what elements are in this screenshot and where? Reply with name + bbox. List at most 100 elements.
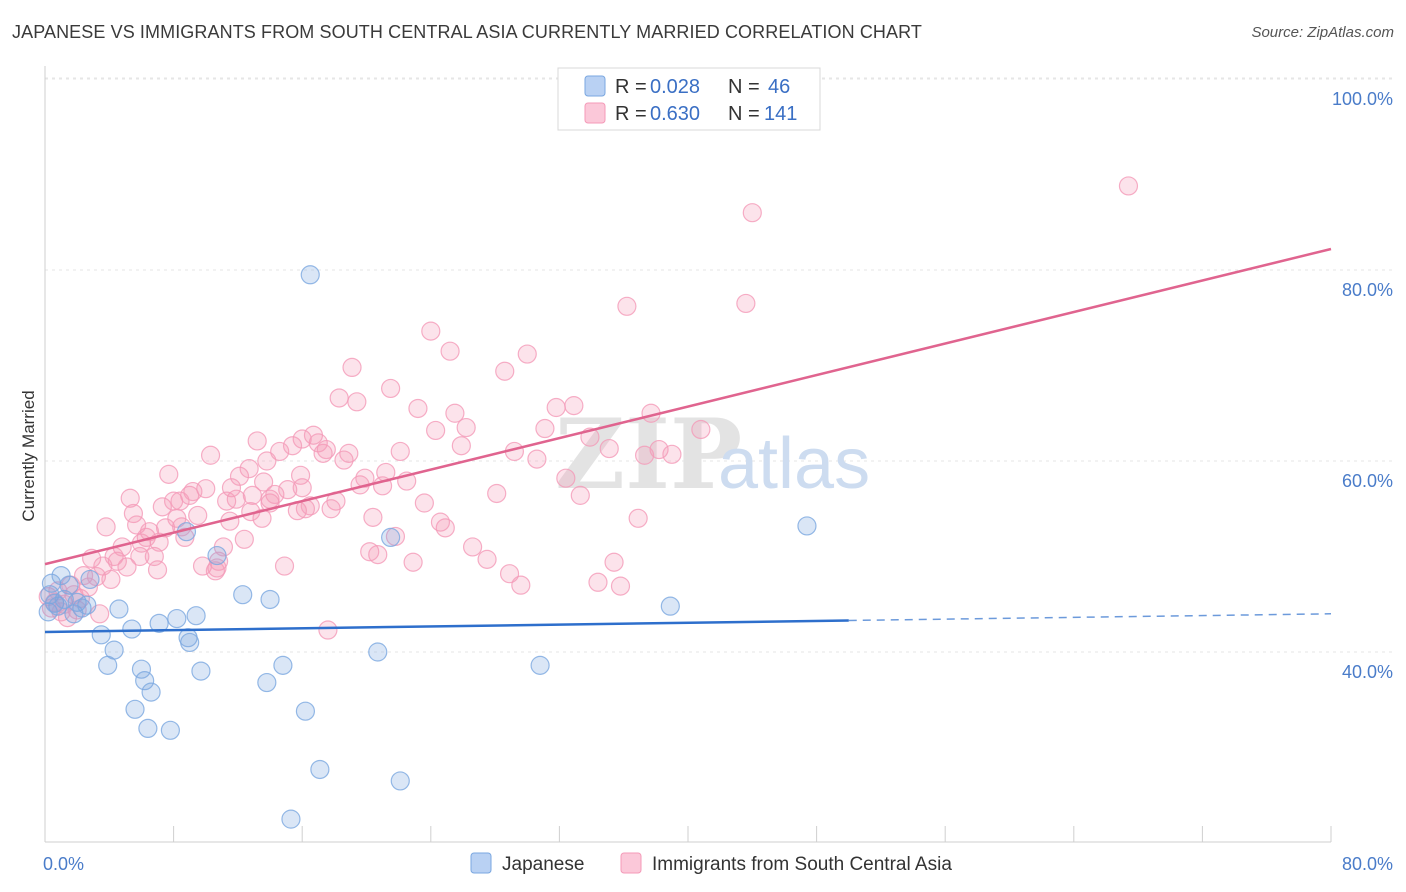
bottom-legend-swatch-japanese [470,852,492,874]
y-tick-label-2: 80.0% [1342,280,1393,300]
point-immigrants-24 [123,503,144,524]
trend-line-japanese [44,619,849,634]
point-immigrants-106 [511,575,531,595]
grid-lines [45,77,1392,653]
point-immigrants-20 [107,551,127,571]
legend-r-label-0: R = [615,76,647,98]
chart-title: JAPANESE VS IMMIGRANTS FROM SOUTH CENTRA… [12,22,922,42]
point-japanese-36 [295,701,316,721]
point-japanese-28 [186,606,206,626]
point-immigrants-82 [368,544,388,565]
point-immigrants-51 [234,529,254,549]
point-immigrants-132 [260,489,280,509]
point-immigrants-129 [318,620,338,640]
point-japanese-23 [149,613,169,633]
point-immigrants-120 [628,508,648,528]
point-japanese-19 [131,659,152,679]
point-immigrants-17 [96,517,116,537]
point-japanese-39 [368,642,388,662]
point-japanese-37 [300,265,320,285]
point-immigrants-111 [556,468,576,488]
point-immigrants-56 [257,451,277,471]
x-tick-labels: 0.0% 80.0% [43,854,1393,874]
point-immigrants-31 [152,497,172,517]
point-immigrants-128 [1118,176,1139,196]
bottom-legend-label-immigrants: Immigrants from South Central Asia [652,854,952,875]
point-immigrants-40 [188,505,208,526]
point-immigrants-33 [159,464,179,484]
point-japanese-33 [260,589,280,610]
y-tick-labels: 40.0% 60.0% 80.0% 100.0% [1332,89,1393,682]
point-immigrants-110 [546,397,566,418]
legend-n-label-0: N = [728,76,760,98]
point-immigrants-98 [451,436,471,456]
point-immigrants-76 [342,357,362,378]
point-immigrants-23 [120,488,140,508]
point-japanese-35 [281,809,301,829]
point-immigrants-121 [634,445,655,465]
y-axis-title: Currently Married [19,390,38,521]
point-immigrants-68 [308,433,328,453]
source-credit: Source: ZipAtlas.com [1251,24,1394,41]
point-immigrants-99 [456,417,476,438]
point-japanese-42 [530,655,550,675]
point-immigrants-101 [477,549,497,569]
point-immigrants-85 [381,378,401,399]
point-immigrants-100 [462,537,483,557]
point-immigrants-113 [570,485,590,505]
legend-swatch-japanese [584,75,606,97]
point-immigrants-109 [535,418,555,439]
point-japanese-18 [125,699,145,719]
point-immigrants-118 [610,576,631,596]
trend-lines [44,247,1332,634]
point-immigrants-112 [564,396,584,416]
point-immigrants-50 [229,466,250,486]
point-immigrants-116 [599,438,619,459]
point-japanese-31 [233,585,253,605]
point-japanese-29 [191,661,211,681]
bottom-legend-swatch-immigrants [620,852,642,874]
point-japanese-15 [104,640,124,660]
point-immigrants-126 [736,293,756,314]
point-immigrants-92 [421,321,441,341]
point-immigrants-90 [408,398,428,419]
point-immigrants-136 [170,491,190,511]
point-immigrants-117 [604,552,624,572]
legend-swatch-immigrants [584,102,606,124]
data-points [38,176,1139,829]
x-tick-label-1: 80.0% [1342,854,1393,874]
point-japanese-12 [80,569,100,590]
point-immigrants-87 [390,441,410,462]
point-immigrants-89 [403,552,423,572]
point-japanese-43 [660,596,680,616]
point-immigrants-139 [147,560,168,580]
legend-r-value-1: 0.630 [650,103,700,125]
axes [44,66,1332,843]
point-immigrants-138 [130,546,150,567]
point-immigrants-104 [499,564,520,584]
legend-n-label-1: N = [728,103,760,125]
point-immigrants-95 [435,518,455,538]
point-immigrants-62 [282,436,303,456]
point-japanese-22 [138,718,158,739]
point-japanese-41 [390,771,410,791]
point-immigrants-97 [445,403,465,423]
x-tick-label-0: 0.0% [43,854,84,874]
point-japanese-11 [77,595,97,615]
point-immigrants-73 [329,388,349,408]
point-immigrants-60 [274,556,295,576]
point-japanese-7 [59,575,79,595]
trend-line-immigrants [44,247,1332,566]
y-tick-label-3: 100.0% [1332,89,1393,109]
point-immigrants-102 [487,483,507,504]
point-japanese-21 [141,682,161,702]
point-immigrants-133 [292,429,312,449]
point-japanese-17 [122,619,142,639]
trend-line-japanese-extension [848,613,1332,622]
point-immigrants-119 [617,296,637,316]
point-immigrants-91 [414,493,434,513]
point-japanese-27 [180,632,200,653]
point-immigrants-81 [363,507,383,527]
legend-r-label-1: R = [615,103,647,125]
